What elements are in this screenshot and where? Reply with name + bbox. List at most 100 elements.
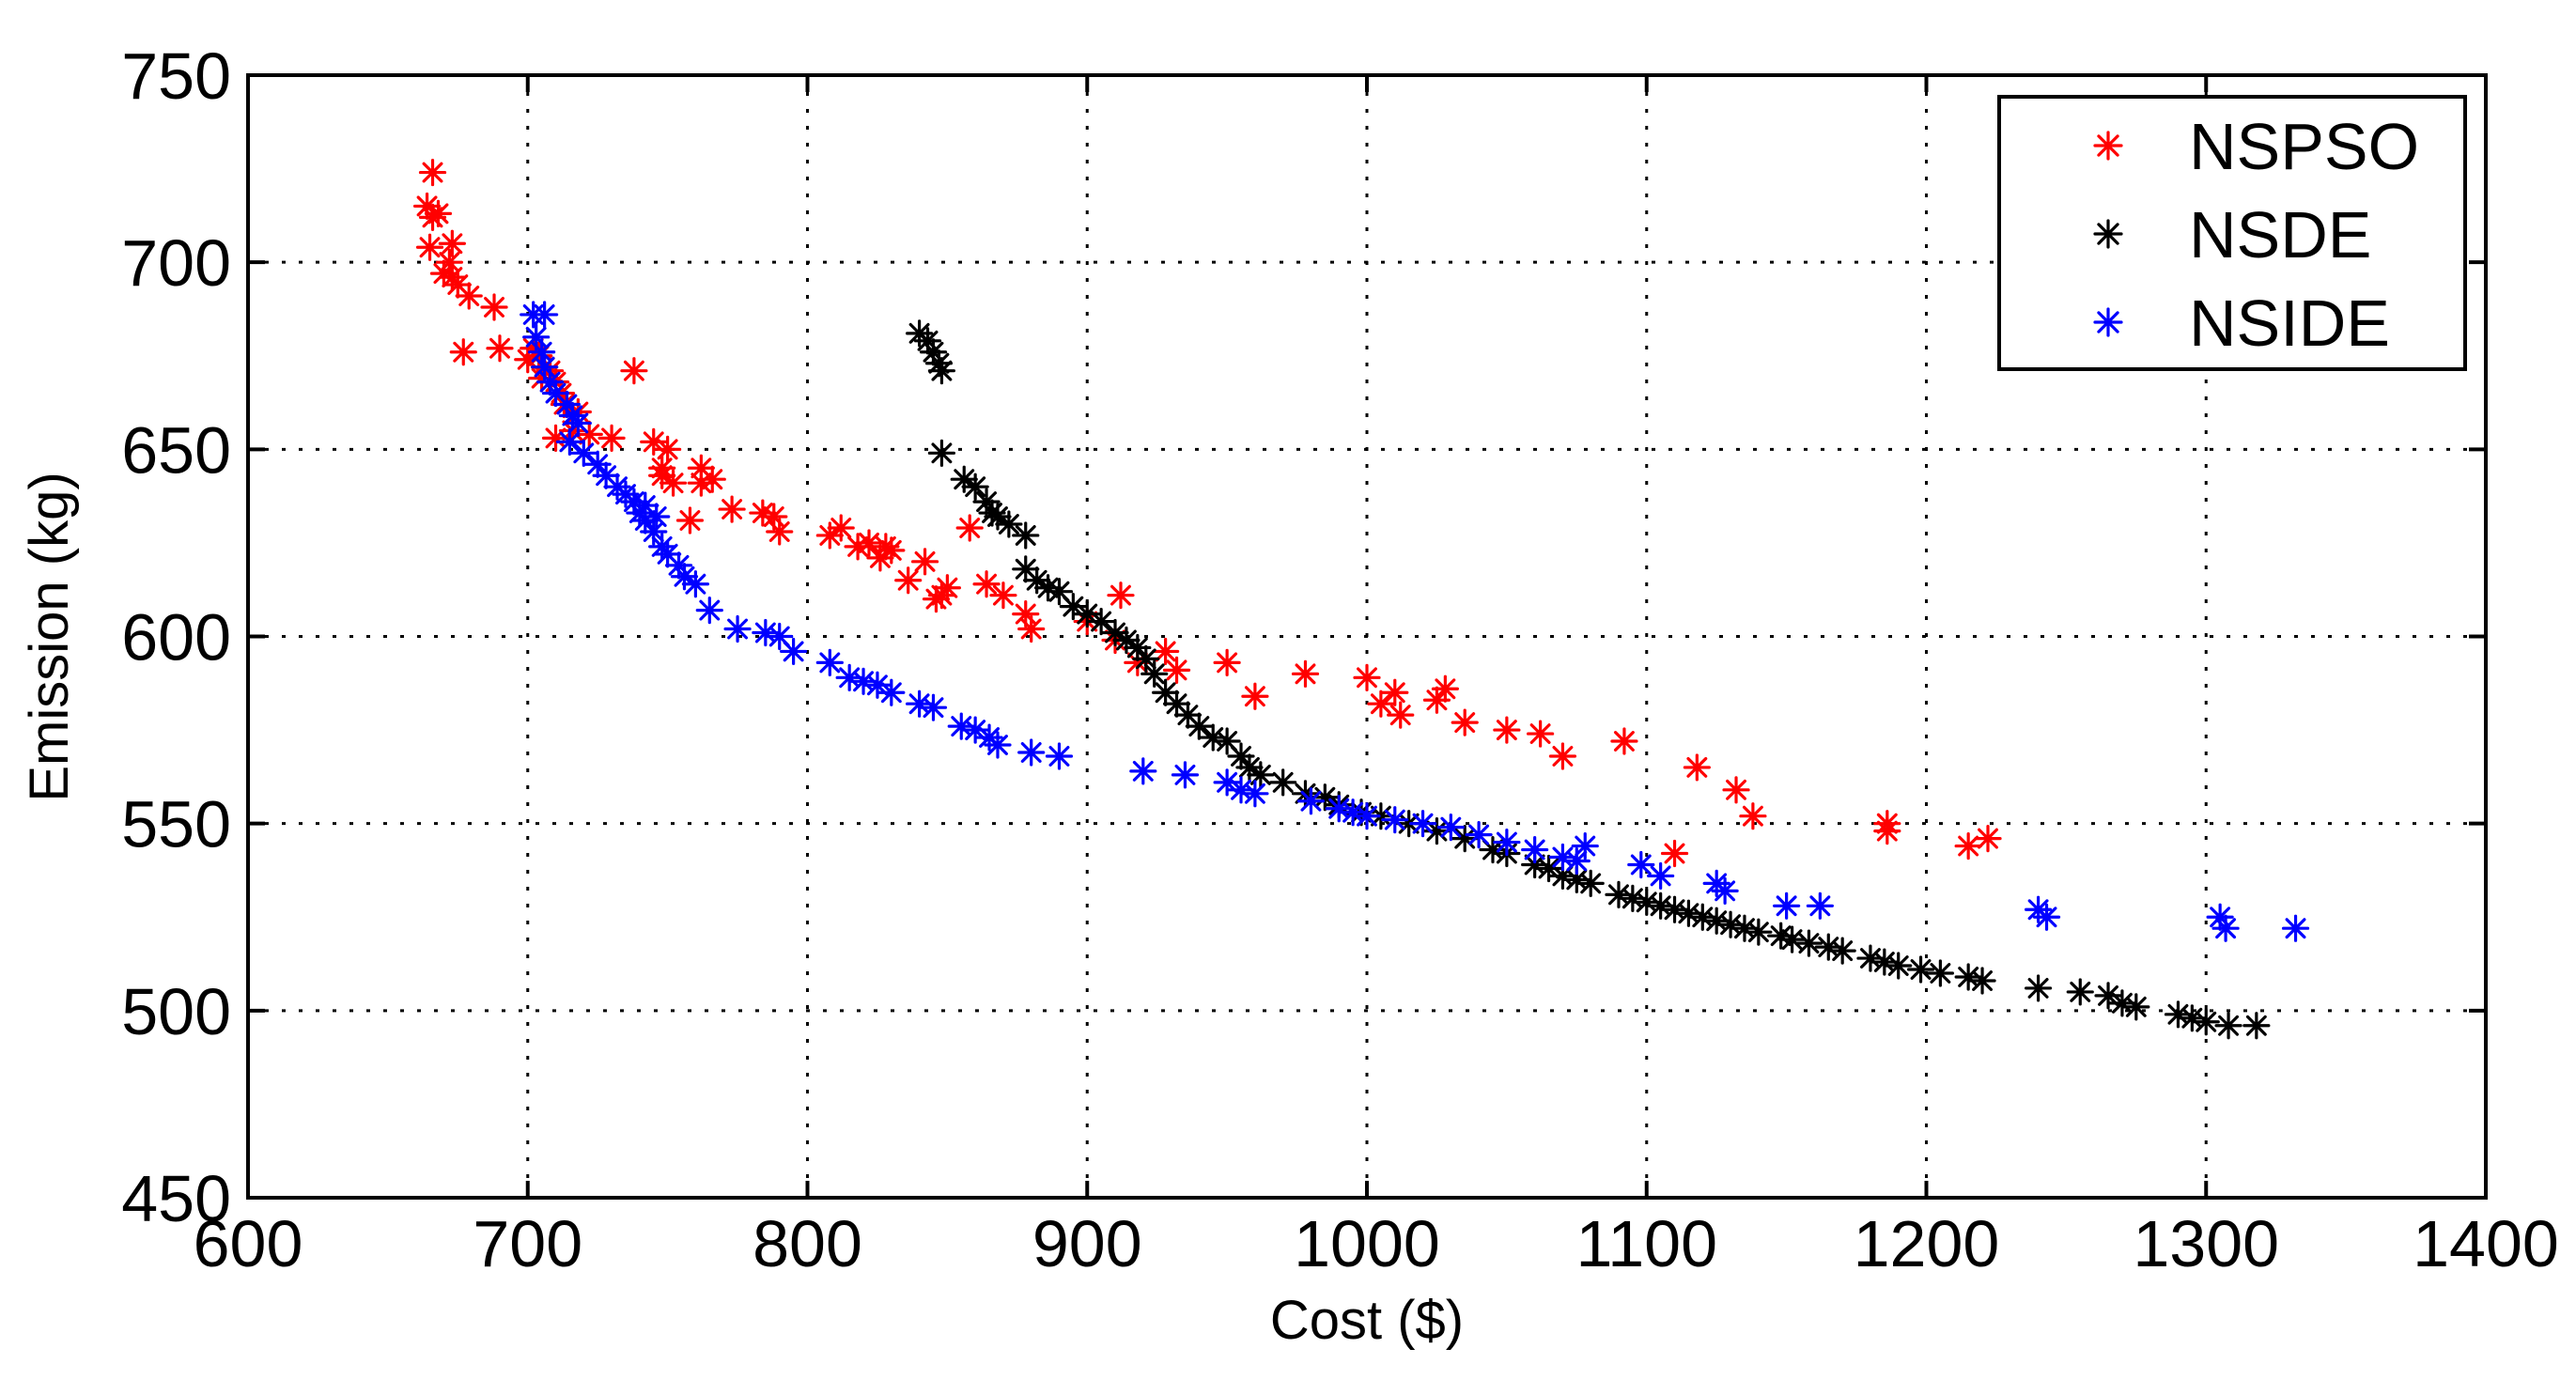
data-point	[961, 716, 989, 744]
data-point	[766, 518, 794, 546]
data-point	[659, 469, 688, 497]
legend-marker-nside	[2093, 307, 2123, 337]
x-tick-label: 1000	[1294, 1207, 1440, 1280]
data-point	[455, 282, 483, 310]
data-point	[1683, 753, 1711, 782]
data-point	[924, 349, 954, 378]
data-point	[1381, 678, 1409, 706]
data-point	[648, 454, 676, 482]
data-point	[1660, 839, 1689, 868]
data-point	[415, 233, 444, 261]
data-point	[555, 427, 584, 456]
data-point	[950, 465, 978, 493]
data-point	[972, 570, 1001, 598]
data-point	[927, 439, 956, 467]
data-point	[1739, 802, 1767, 830]
data-point	[1968, 967, 1996, 995]
y-tick-label: 750	[121, 39, 231, 113]
data-point	[989, 581, 1017, 610]
data-point	[1353, 663, 1381, 691]
data-point	[592, 461, 620, 489]
x-axis-label: Cost ($)	[1270, 1290, 1464, 1351]
data-point	[1562, 846, 1591, 876]
x-tick-label: 700	[473, 1207, 582, 1280]
legend-box	[1997, 95, 2467, 371]
data-points	[412, 158, 2310, 1040]
data-point	[780, 637, 808, 666]
y-tick-label: 700	[121, 226, 231, 300]
data-point	[766, 622, 794, 651]
data-point	[1087, 607, 1115, 636]
data-point	[927, 581, 956, 610]
data-point	[1493, 716, 1521, 744]
series-nside	[520, 301, 2310, 942]
data-point	[681, 570, 710, 598]
data-point	[620, 357, 648, 385]
legend-marker-nsde	[2093, 219, 2123, 249]
data-point	[1107, 581, 1135, 610]
x-tick-label: 600	[194, 1207, 303, 1280]
data-point	[855, 529, 883, 557]
legend-marker-nspso	[2093, 131, 2123, 161]
data-point	[894, 566, 923, 595]
data-point	[486, 334, 514, 363]
axis-ticks	[246, 73, 2488, 1200]
data-point	[643, 503, 671, 531]
data-point	[1906, 955, 1935, 984]
data-point	[695, 597, 723, 625]
data-point	[1431, 674, 1459, 703]
data-point	[654, 435, 682, 463]
data-point	[1291, 659, 1320, 688]
data-point	[1711, 876, 1739, 905]
data-point	[2122, 993, 2150, 1021]
data-point	[1045, 742, 1074, 770]
data-point	[531, 301, 559, 329]
data-point	[1381, 806, 1409, 834]
data-point	[1152, 637, 1180, 666]
x-tick-label: 1300	[2133, 1207, 2279, 1280]
data-point	[815, 648, 844, 676]
y-tick-label: 600	[121, 601, 231, 674]
data-point	[1436, 814, 1465, 842]
y-tick-label: 500	[121, 975, 231, 1048]
legend-label-nsde: NSDE	[2189, 198, 2371, 271]
data-point	[1521, 835, 1549, 864]
data-point	[1185, 712, 1213, 740]
data-point	[1353, 802, 1381, 830]
data-point	[597, 424, 626, 452]
data-point	[1576, 869, 1605, 898]
data-point	[1885, 952, 1913, 980]
data-point	[1806, 891, 1834, 920]
data-point	[1387, 701, 1415, 729]
data-point	[1548, 742, 1577, 770]
data-point	[438, 229, 466, 257]
x-tick-label: 1400	[2413, 1207, 2559, 1280]
data-point	[569, 439, 597, 467]
data-point	[1493, 828, 1521, 857]
y-tick-label: 650	[121, 413, 231, 487]
data-point	[1101, 618, 1129, 647]
data-point	[1012, 521, 1040, 550]
data-point	[984, 503, 1012, 531]
data-point	[640, 427, 668, 456]
data-point	[1745, 918, 1773, 946]
data-point	[438, 263, 466, 291]
data-point	[872, 533, 900, 561]
data-point	[1241, 682, 1269, 710]
data-point	[675, 506, 705, 535]
data-point	[995, 510, 1023, 538]
data-point	[1777, 925, 1807, 953]
data-point	[1954, 831, 1982, 860]
data-point	[927, 357, 956, 385]
data-point	[1408, 810, 1437, 838]
data-point	[910, 548, 939, 576]
data-point	[718, 495, 746, 523]
data-point	[1767, 922, 1795, 950]
data-point	[1213, 648, 1241, 676]
data-point	[955, 514, 984, 542]
data-point	[1974, 824, 2002, 853]
data-point	[1527, 720, 1555, 748]
data-point	[919, 693, 948, 721]
data-point	[1073, 599, 1101, 628]
